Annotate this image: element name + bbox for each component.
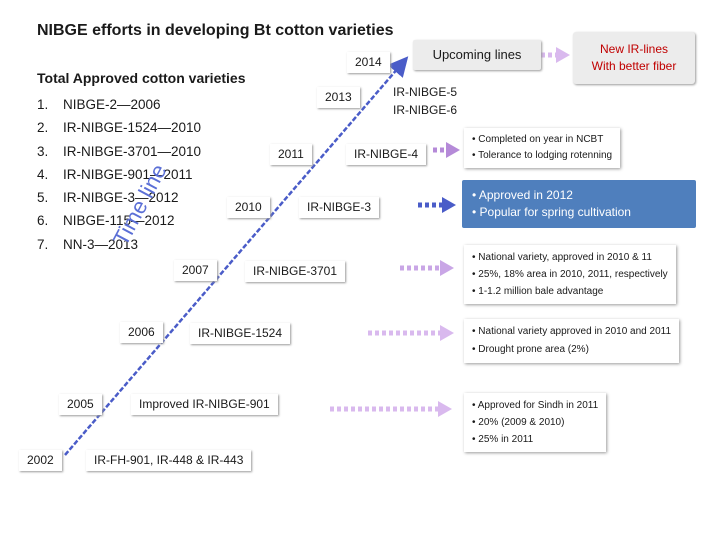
arrow-upcoming (541, 47, 570, 63)
year-2011: 2011 (270, 144, 312, 165)
arrow-2002 (330, 401, 452, 417)
list-item: 2. IR-NIBGE-1524—2010 (37, 120, 202, 136)
list-item: 25%, 18% area in 2010, 2011, respectivel… (472, 266, 667, 283)
list-item: 20% (2009 & 2010) (472, 414, 598, 431)
line-2002: IR-FH-901, IR-448 & IR-443 (86, 450, 252, 471)
line-2013-b: IR-NIBGE-6 (393, 103, 458, 117)
year-2010: 2010 (227, 197, 270, 218)
year-2013: 2013 (317, 87, 360, 108)
list-item: 25% in 2011 (472, 431, 598, 448)
upcoming-lines-box: Upcoming lines (413, 40, 541, 70)
list-item: 1-1.2 million bale advantage (472, 283, 668, 300)
list-item: Popular for spring cultivation (472, 204, 686, 221)
list-item: Tolerance to lodging rotenning (472, 148, 612, 164)
year-2007: 2007 (174, 260, 217, 281)
list-item: Approved for Sindh in 2011 (472, 397, 598, 414)
list-item: 7. NN-3—2013 (37, 236, 139, 252)
list-item: Completed on year in NCBT (472, 132, 612, 148)
details-2006: National variety approved in 2010 and 20… (464, 319, 680, 363)
list-item: National variety, approved in 2010 & 11 (472, 249, 668, 266)
arrow-2010 (418, 197, 456, 213)
new-lines-box: New IR-lines With better fiber (573, 32, 695, 84)
year-2014: 2014 (347, 52, 390, 73)
list-item: 3. IR-NIBGE-3701—2010 (37, 143, 202, 159)
year-2005: 2005 (59, 394, 102, 415)
arrow-2006 (368, 325, 454, 341)
details-2007: National variety, approved in 2010 & 11 … (464, 245, 676, 304)
page-title: NIBGE efforts in developing Bt cotton va… (37, 22, 394, 39)
list-item: 5. IR-NIBGE-3—2012 (37, 190, 179, 206)
approved-varieties-list: 1. NIBGE-2—2006 2. IR-NIBGE-1524—2010 3. IR… (37, 93, 201, 256)
list-item: Drought prone area (2%) (472, 341, 671, 359)
line-2010: IR-NIBGE-3 (299, 197, 380, 218)
year-2002: 2002 (19, 450, 62, 471)
line-2013: IR-NIBGE-5 IR-NIBGE-6 (393, 83, 457, 119)
list-item: Approved in 2012 (472, 187, 686, 204)
list-item: 4. IR-NIBGE-901—2011 (37, 166, 193, 182)
details-2010-highlight: Approved in 2012 Popular for spring cult… (462, 180, 696, 228)
arrow-2007 (400, 260, 454, 276)
line-2006: IR-NIBGE-1524 (190, 323, 291, 344)
list-item: 6. NIBGE-115—2012 (37, 213, 175, 229)
details-2011: Completed on year in NCBT Tolerance to l… (464, 128, 621, 168)
year-2006: 2006 (120, 322, 163, 343)
line-2013-a: IR-NIBGE-5 (393, 85, 458, 99)
line-2007: IR-NIBGE-3701 (245, 261, 346, 282)
approved-varieties-heading: Total Approved cotton varieties (37, 70, 246, 86)
arrow-2011 (433, 142, 460, 158)
list-item: 1. NIBGE-2—2006 (37, 97, 161, 112)
timeline-axis (64, 56, 409, 456)
list-item: National variety approved in 2010 and 20… (472, 323, 671, 341)
line-2011: IR-NIBGE-4 (346, 144, 427, 165)
details-2005: Approved for Sindh in 2011 20% (2009 & 2… (464, 393, 607, 452)
line-2005: Improved IR-NIBGE-901 (131, 394, 278, 415)
